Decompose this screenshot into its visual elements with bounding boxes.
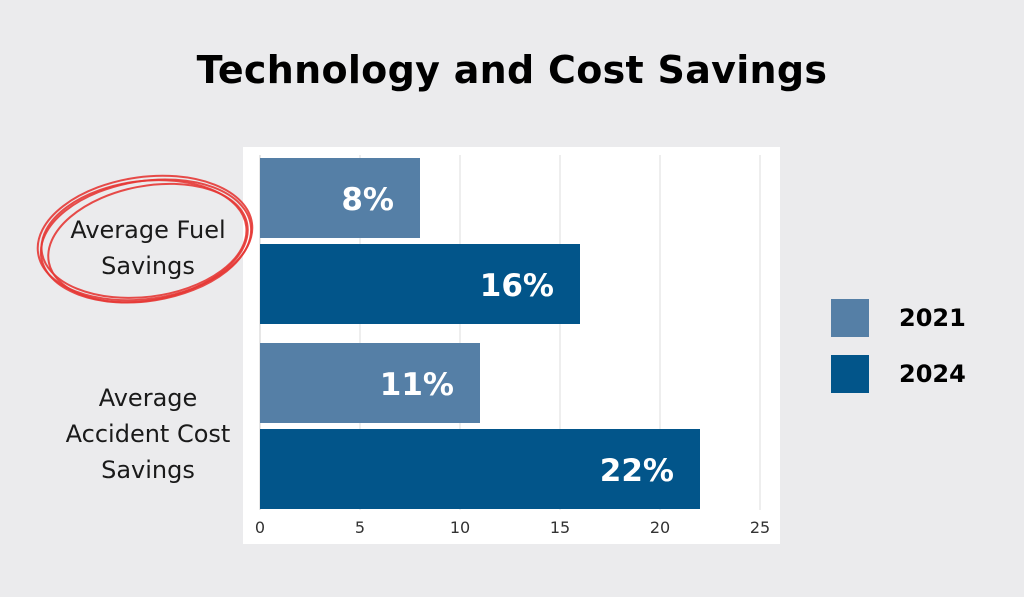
annotation-stroke	[47, 182, 249, 304]
x-tick-label: 10	[450, 518, 470, 537]
x-axis-ticks: 0 5 10 15 20 25	[255, 518, 770, 537]
bar-2024-fuel	[260, 244, 580, 324]
category-label-accident: Average Accident Cost Savings	[48, 380, 248, 488]
annotation-stroke	[36, 174, 254, 302]
category-label-line: Average	[98, 384, 198, 412]
legend-swatch-2021	[831, 299, 869, 337]
x-tick-label: 5	[355, 518, 365, 537]
circle-annotation	[36, 174, 254, 304]
category-label-line: Savings	[101, 252, 195, 280]
legend-item-2021: 2021	[831, 299, 966, 337]
category-label-line: Accident Cost	[65, 420, 231, 448]
annotation-stroke	[40, 179, 248, 299]
bar-2021-accident	[260, 343, 480, 423]
bar-value-label: 22%	[600, 453, 674, 489]
x-tick-label: 25	[750, 518, 770, 537]
bar-value-label: 16%	[480, 268, 554, 304]
legend-swatch-2024	[831, 355, 869, 393]
x-tick-label: 20	[650, 518, 670, 537]
data-labels: 8% 16% 11% 22%	[341, 182, 674, 489]
bar-value-label: 8%	[341, 182, 394, 218]
category-label-line: Average Fuel	[70, 216, 226, 244]
bar-2024-accident	[260, 429, 700, 509]
x-tick-label: 0	[255, 518, 265, 537]
bar-value-label: 11%	[380, 367, 454, 403]
legend-label-2021: 2021	[899, 304, 966, 332]
legend-item-2024: 2024	[831, 355, 966, 393]
legend-label-2024: 2024	[899, 360, 966, 388]
chart-title: Technology and Cost Savings	[196, 48, 828, 92]
x-tick-label: 15	[550, 518, 570, 537]
bars	[260, 158, 700, 509]
category-label-line: Savings	[101, 456, 195, 484]
category-label-fuel: Average Fuel Savings	[48, 212, 248, 284]
bar-2021-fuel	[260, 158, 420, 238]
